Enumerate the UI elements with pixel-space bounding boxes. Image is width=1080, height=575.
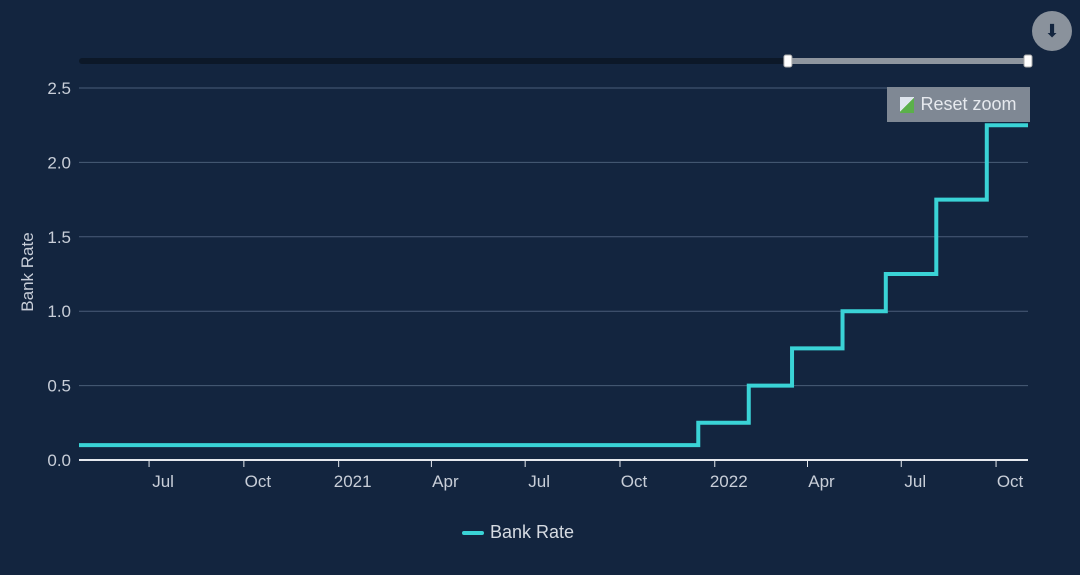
download-icon: ⬇ [1044, 20, 1060, 41]
navigator-selection [787, 58, 1028, 64]
x-tick-label: Oct [245, 472, 272, 491]
legend-item[interactable]: Bank Rate [462, 522, 574, 543]
y-tick-label: 0.0 [47, 451, 71, 470]
y-tick-label: 0.5 [47, 377, 71, 396]
legend-label: Bank Rate [490, 522, 575, 542]
series-line-bank-rate [79, 123, 1028, 448]
x-tick-label: Jul [904, 472, 926, 491]
reset-zoom-label: Reset zoom [920, 94, 1017, 114]
navigator-handle-left[interactable] [783, 54, 793, 68]
x-tick-label: Apr [808, 472, 835, 491]
y-tick-label: 2.0 [47, 153, 71, 172]
x-tick-label: 2021 [334, 472, 372, 491]
y-axis-label: Bank Rate [18, 232, 37, 312]
reset-zoom-button[interactable]: Reset zoom [887, 87, 1030, 122]
broken-image-icon [900, 96, 915, 113]
legend-swatch [462, 530, 484, 535]
x-tick-label: Jul [528, 472, 550, 491]
y-tick-label: 1.0 [47, 302, 71, 321]
x-tick-label: Oct [621, 472, 648, 491]
download-button[interactable]: ⬇ [1032, 11, 1072, 51]
y-tick-label: 2.5 [47, 79, 71, 98]
x-tick-label: Oct [997, 472, 1024, 491]
x-tick-label: Apr [432, 472, 459, 491]
x-tick-label: 2022 [710, 472, 748, 491]
y-tick-label: 1.5 [47, 228, 71, 247]
navigator-handle-right[interactable] [1023, 54, 1033, 68]
x-tick-label: Jul [152, 472, 174, 491]
